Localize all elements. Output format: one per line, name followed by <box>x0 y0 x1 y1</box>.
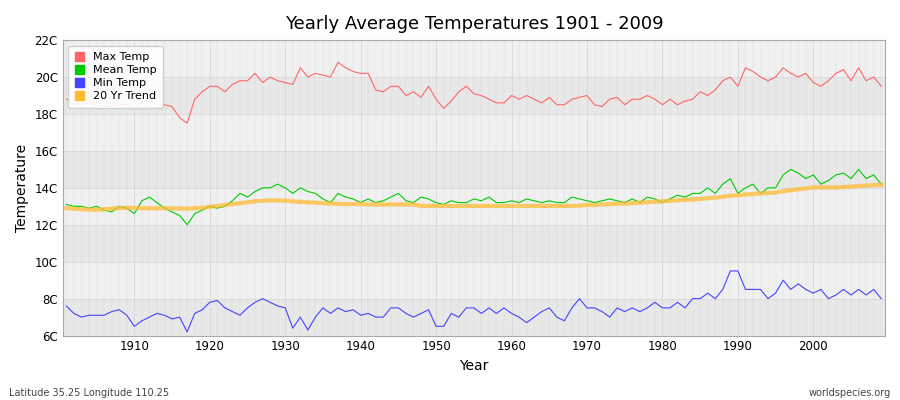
Bar <box>63 262 885 299</box>
Bar <box>63 299 885 336</box>
Y-axis label: Temperature: Temperature <box>15 144 29 232</box>
Bar <box>63 114 885 151</box>
X-axis label: Year: Year <box>459 359 489 373</box>
Text: Latitude 35.25 Longitude 110.25: Latitude 35.25 Longitude 110.25 <box>9 388 169 398</box>
Title: Yearly Average Temperatures 1901 - 2009: Yearly Average Temperatures 1901 - 2009 <box>284 15 663 33</box>
Bar <box>63 225 885 262</box>
Bar <box>63 77 885 114</box>
Legend: Max Temp, Mean Temp, Min Temp, 20 Yr Trend: Max Temp, Mean Temp, Min Temp, 20 Yr Tre… <box>68 46 163 108</box>
Bar <box>63 151 885 188</box>
Bar <box>63 188 885 225</box>
Text: worldspecies.org: worldspecies.org <box>809 388 891 398</box>
Bar <box>63 40 885 77</box>
